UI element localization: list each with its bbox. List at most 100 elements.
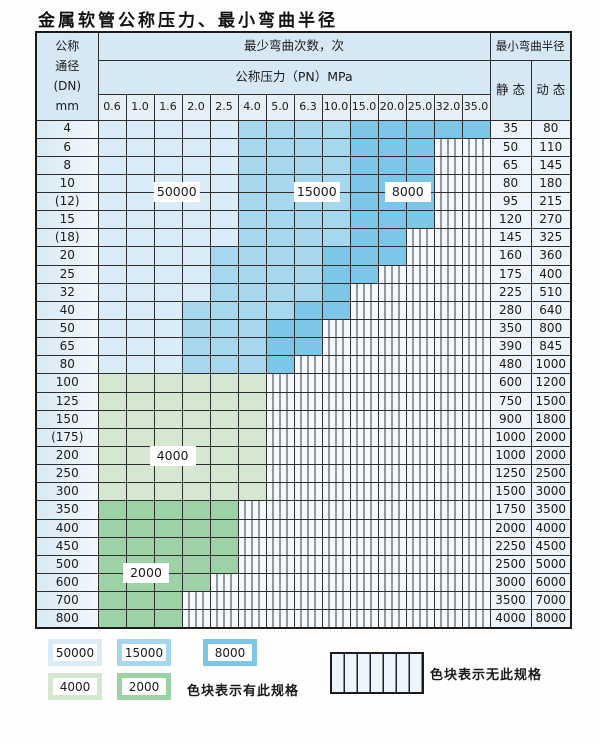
spec-cell-4000 bbox=[181, 391, 211, 411]
no-spec-cell bbox=[293, 373, 323, 393]
spec-cell-50000 bbox=[153, 282, 183, 302]
row-dn-label: 15 bbox=[35, 210, 99, 230]
spec-cell-4000 bbox=[125, 464, 155, 484]
dynamic-radius-value: 3000 bbox=[530, 482, 572, 502]
no-spec-cell bbox=[405, 409, 435, 429]
no-spec-cell bbox=[461, 482, 491, 502]
no-spec-cell bbox=[321, 355, 351, 375]
table-row-dn-100: 100 600 1200 bbox=[35, 373, 572, 393]
no-spec-cell bbox=[405, 427, 435, 448]
spec-cell-2000 bbox=[153, 591, 183, 611]
table-row-dn-350: 350 1750 3500 bbox=[35, 500, 572, 520]
spec-cell-4000 bbox=[181, 464, 211, 484]
static-radius-value: 480 bbox=[489, 355, 532, 375]
no-spec-cell bbox=[293, 554, 323, 575]
no-spec-cell bbox=[433, 518, 463, 538]
spec-cell-8000 bbox=[321, 246, 351, 266]
no-spec-cell bbox=[433, 264, 463, 284]
static-radius-value: 50 bbox=[489, 137, 532, 157]
row-dn-label: 600 bbox=[35, 573, 99, 593]
header-row-1: 公称 通径 (DN) mm 最少弯曲次数，次 最小弯曲半径 bbox=[35, 31, 572, 121]
spec-cell-15000 bbox=[209, 337, 239, 357]
spec-cell-15000 bbox=[293, 246, 323, 266]
spec-cell-15000 bbox=[265, 300, 295, 321]
no-spec-cell bbox=[349, 554, 379, 575]
spec-cell-15000 bbox=[293, 228, 323, 248]
no-spec-cell bbox=[265, 373, 295, 393]
spec-cell-50000 bbox=[125, 282, 155, 302]
no-spec-cell bbox=[265, 500, 295, 520]
table-row-dn-600: 600 3000 6000 bbox=[35, 573, 572, 593]
no-spec-cell bbox=[405, 464, 435, 484]
no-spec-cell bbox=[405, 246, 435, 266]
table-row-dn-200: 200 1000 2000 bbox=[35, 446, 572, 466]
spec-cell-2000 bbox=[181, 500, 211, 520]
no-spec-cell bbox=[265, 573, 295, 593]
spec-cell-4000 bbox=[153, 427, 183, 448]
spec-cell-15000 bbox=[181, 319, 211, 339]
no-spec-cell bbox=[433, 228, 463, 248]
spec-cell-8000 bbox=[405, 137, 435, 157]
table-row-dn-300: 300 1500 3000 bbox=[35, 482, 572, 502]
static-radius-value: 2500 bbox=[489, 554, 532, 575]
no-spec-cell bbox=[405, 300, 435, 321]
no-spec-cell bbox=[293, 464, 323, 484]
no-spec-cell bbox=[377, 319, 407, 339]
static-radius-value: 2000 bbox=[489, 518, 532, 538]
legend-block-8000: 8000 bbox=[203, 639, 257, 666]
no-spec-cell bbox=[377, 591, 407, 611]
no-spec-cell bbox=[433, 319, 463, 339]
spec-cell-8000 bbox=[377, 137, 407, 157]
spec-cell-50000 bbox=[125, 337, 155, 357]
spec-cell-50000 bbox=[209, 192, 239, 212]
spec-cell-15000 bbox=[293, 264, 323, 284]
spec-cell-15000 bbox=[181, 355, 211, 375]
pressure-value-2.5: 2.5 bbox=[209, 93, 239, 121]
spec-cell-15000 bbox=[237, 337, 267, 357]
cycles-label-15000: 15000 bbox=[293, 181, 340, 202]
no-spec-cell bbox=[433, 536, 463, 556]
no-spec-cell bbox=[433, 427, 463, 448]
dynamic-radius-value: 1000 bbox=[530, 355, 572, 375]
spec-cell-2000 bbox=[153, 518, 183, 538]
no-spec-cell bbox=[349, 500, 379, 520]
spec-cell-2000 bbox=[209, 500, 239, 520]
pressure-value-1.6: 1.6 bbox=[153, 93, 183, 121]
spec-cell-15000 bbox=[321, 137, 351, 157]
no-spec-cell bbox=[293, 409, 323, 429]
no-spec-cell bbox=[461, 409, 491, 429]
row-dn-label: 40 bbox=[35, 300, 99, 321]
spec-cell-8000 bbox=[265, 319, 295, 339]
no-spec-cell bbox=[293, 573, 323, 593]
spec-cell-15000 bbox=[237, 264, 267, 284]
spec-cell-4000 bbox=[209, 482, 239, 502]
spec-cell-50000 bbox=[97, 264, 127, 284]
no-spec-cell bbox=[265, 591, 295, 611]
spec-cell-50000 bbox=[209, 119, 239, 139]
no-spec-cell bbox=[349, 482, 379, 502]
no-spec-cell bbox=[461, 355, 491, 375]
no-spec-cell bbox=[433, 155, 463, 175]
spec-cell-50000 bbox=[153, 264, 183, 284]
no-spec-cell bbox=[377, 373, 407, 393]
spec-cell-2000 bbox=[209, 536, 239, 556]
static-radius-value: 1750 bbox=[489, 500, 532, 520]
no-spec-cell bbox=[461, 427, 491, 448]
no-spec-cell bbox=[461, 337, 491, 357]
legend-block-15000: 15000 bbox=[117, 639, 171, 666]
spec-cell-2000 bbox=[153, 536, 183, 556]
table-row-dn-250: 250 1250 2500 bbox=[35, 464, 572, 484]
row-dn-label: 6 bbox=[35, 137, 99, 157]
no-spec-cell bbox=[321, 464, 351, 484]
static-radius-value: 35 bbox=[489, 119, 532, 139]
spec-cell-50000 bbox=[97, 300, 127, 321]
no-spec-cell bbox=[377, 446, 407, 466]
static-radius-value: 3500 bbox=[489, 591, 532, 611]
no-spec-cell bbox=[181, 609, 211, 629]
spec-cell-50000 bbox=[209, 210, 239, 230]
no-spec-cell bbox=[321, 609, 351, 629]
pressure-value-20.0: 20.0 bbox=[377, 93, 407, 121]
no-spec-cell bbox=[377, 264, 407, 284]
no-spec-cell bbox=[405, 391, 435, 411]
